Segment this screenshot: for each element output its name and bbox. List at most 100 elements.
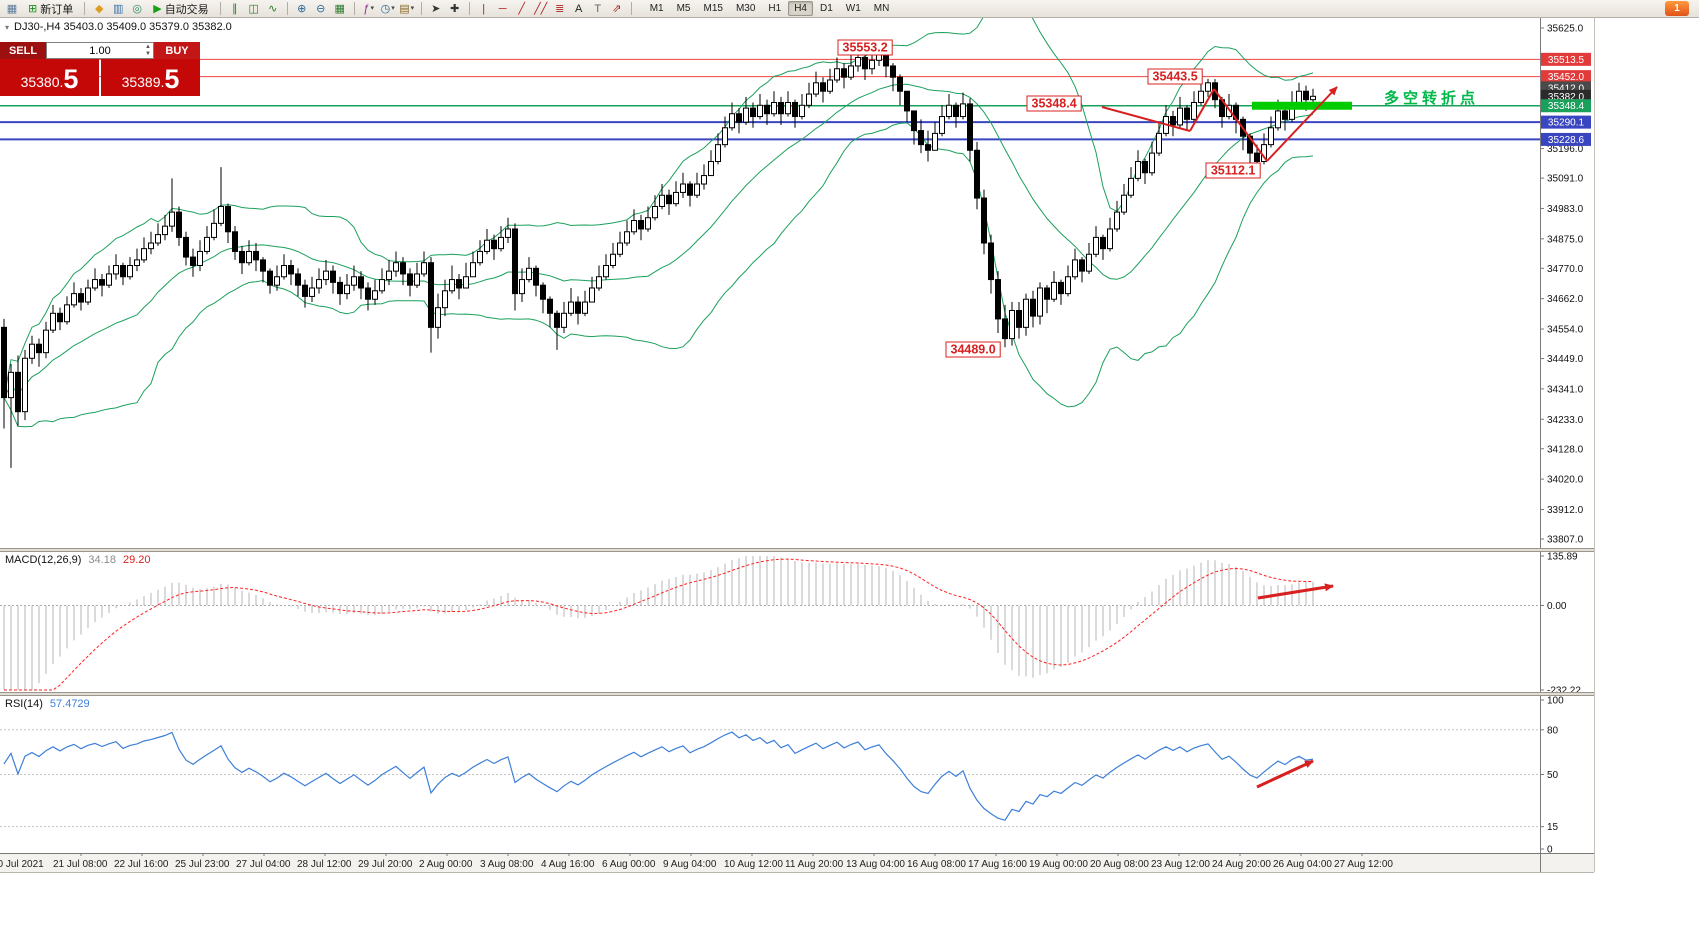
arrows-tool-icon[interactable]: ⇗ [608, 1, 626, 17]
auto-trading-button[interactable]: ▶ 自动交易 [147, 1, 214, 17]
templates-menu-icon[interactable]: ▤ ▾ [398, 1, 416, 17]
timeframe-d1-button[interactable]: D1 [820, 3, 833, 14]
navigator-icon: ◎ [132, 2, 143, 15]
trend-arrow-segment[interactable] [1266, 86, 1338, 162]
svg-text:19 Aug 00:00: 19 Aug 00:00 [1029, 859, 1088, 870]
time-axis-labels[interactable]: 20 Jul 2021 21 Jul 08:00 22 Jul 16:00 25 Ju… [0, 853, 1393, 870]
volume-spinner[interactable]: ▲ ▼ [145, 44, 151, 57]
price-axis[interactable]: 35625.0 35196.0 35091.0 34983.0 34875.0 34770… [1540, 24, 1591, 546]
notifications-icon[interactable]: 1 [1665, 1, 1689, 16]
price-callout-box-35443.5[interactable] [1147, 68, 1203, 85]
symbol-ohlc-text: DJ30-,H4 35403.0 35409.0 35379.0 35382.0 [14, 21, 232, 33]
templates-menu-icon: ▤ [399, 2, 410, 15]
vertical-line-tool-icon[interactable]: | [475, 1, 493, 17]
periods-menu-icon-caret: ▾ [391, 4, 395, 12]
price-callout-box-35553.2[interactable] [837, 39, 893, 56]
bollinger-middle-band [3, 83, 1314, 398]
chart-window-icon: ▦ [6, 2, 18, 15]
axis-price-box-35452.0 [1541, 70, 1591, 84]
trend-arrows[interactable] [1101, 86, 1338, 162]
axis-price-box-35348.4 [1541, 99, 1591, 113]
horizontal-line-tool-icon: ─ [498, 2, 507, 15]
new-order-button[interactable]: ⊞ 新订单 [22, 1, 79, 17]
sell-button[interactable]: SELL [0, 42, 46, 59]
svg-text:35290.1: 35290.1 [1548, 118, 1585, 129]
market-watch-icon[interactable]: ▥ [109, 1, 127, 17]
price-callout-box-34489.0[interactable] [945, 341, 1001, 358]
label-tool-icon[interactable]: T [589, 1, 607, 17]
buy-button[interactable]: BUY [154, 42, 200, 59]
macd-signal-value: 29.20 [122, 554, 151, 566]
volume-value: 1.00 [89, 44, 111, 57]
fibonacci-tool-icon[interactable]: ≣ [551, 1, 569, 17]
vertical-line-tool-icon: | [482, 2, 486, 15]
chart-ohlc-info: ▾ DJ30-,H4 35403.0 35409.0 35379.0 35382… [5, 21, 232, 33]
macd-axis: 135.89 0.00 -232.22 [1540, 552, 1581, 697]
periods-menu-icon[interactable]: ◷ ▾ [379, 1, 397, 17]
market-watch-icon: ▥ [113, 2, 124, 15]
panel-splitter[interactable] [0, 692, 1594, 696]
price-callout-text: 34489.0 [951, 343, 996, 357]
line-chart-type-icon[interactable]: ∿ [264, 1, 282, 17]
timeframe-h1-button[interactable]: H1 [768, 3, 782, 14]
auto-trading-button-label: 自动交易 [164, 3, 209, 16]
axis-price-box-35290.1 [1541, 115, 1591, 129]
cursor-icon[interactable]: ➤ [427, 1, 445, 17]
time-axis-strip[interactable] [0, 853, 1594, 872]
zoom-in-icon[interactable]: ⊕ [293, 1, 311, 17]
volume-input[interactable]: 1.00 ▲ ▼ [46, 42, 154, 59]
metaeditor-icon[interactable]: ◆ [90, 1, 108, 17]
chart-window-icon[interactable]: ▦ [3, 1, 21, 17]
timeframe-mn-button[interactable]: MN [873, 3, 890, 14]
timeframe-m1-button[interactable]: M1 [649, 3, 664, 14]
crosshair-icon[interactable]: ✚ [446, 1, 464, 17]
timeframe-m30-button[interactable]: M30 [735, 3, 756, 14]
rsi-arrow[interactable] [1256, 759, 1314, 789]
svg-text:29 Jul 20:00: 29 Jul 20:00 [358, 859, 413, 870]
periods-menu-icon: ◷ [380, 2, 391, 15]
price-callout-text: 35348.4 [1032, 97, 1077, 111]
sell-price-big-digit: 5 [63, 64, 79, 94]
new-order: ⊞ [28, 3, 38, 15]
channel-tool-icon[interactable]: ╱╱ [532, 1, 550, 17]
timeframe-m15-button[interactable]: M15 [703, 3, 723, 14]
bar-chart-type-icon[interactable]: ∥ [226, 1, 244, 17]
rsi-value: 57.4729 [49, 698, 90, 710]
trendline-tool-icon[interactable]: ╱ [513, 1, 531, 17]
zoom-out-icon[interactable]: ⊖ [312, 1, 330, 17]
sell-price-button[interactable]: 35380. 5 [0, 59, 99, 96]
panel-splitter[interactable] [0, 548, 1594, 552]
one-click-collapse-icon[interactable]: ▾ [5, 22, 10, 32]
tile-windows-icon[interactable]: ▦ [331, 1, 349, 17]
candlestick-chart-type-icon[interactable]: ◫ [245, 1, 263, 17]
horizontal-line-tool-icon[interactable]: ─ [494, 1, 512, 17]
candlestick-series [1, 48, 1316, 468]
one-click-trading-panel[interactable]: SELL 1.00 ▲ ▼ BUY 35380. 5 35389. 5 [0, 42, 200, 96]
turning-point-annotation[interactable]: 多空转折点 [1384, 89, 1479, 107]
macd-arrow[interactable] [1257, 583, 1334, 600]
bollinger-lower-band [3, 122, 1314, 428]
macd-name: MACD(12,26,9) [5, 554, 82, 566]
macd-main-value: 34.18 [88, 554, 116, 566]
svg-text:34233.0: 34233.0 [1547, 415, 1584, 426]
bollinger-bands [3, 18, 1314, 428]
timeframe-h4-button[interactable]: H4 [788, 1, 813, 16]
navigator-icon[interactable]: ◎ [128, 1, 146, 17]
svg-text:23 Aug 12:00: 23 Aug 12:00 [1151, 859, 1210, 870]
thick-green-trendline[interactable] [1252, 101, 1352, 110]
trend-arrow-segment[interactable] [1189, 88, 1215, 132]
timeframe-m5-button[interactable]: M5 [676, 3, 691, 14]
trend-arrow-segment[interactable] [1101, 106, 1191, 132]
svg-text:13 Aug 04:00: 13 Aug 04:00 [846, 859, 905, 870]
text-tool-icon[interactable]: A [570, 1, 588, 17]
indicators-menu-icon[interactable]: ƒ ▾ [360, 1, 378, 17]
buy-price-button[interactable]: 35389. 5 [101, 59, 200, 96]
timeframe-w1-button[interactable]: W1 [845, 3, 861, 14]
svg-text:35412.0: 35412.0 [1548, 83, 1585, 94]
svg-text:28 Jul 12:00: 28 Jul 12:00 [297, 859, 352, 870]
price-callout-box-35112.1[interactable] [1205, 162, 1261, 179]
trend-arrow-segment[interactable] [1213, 88, 1268, 162]
svg-text:24 Aug 20:00: 24 Aug 20:00 [1212, 859, 1271, 870]
price-callout-box-35348.4[interactable] [1026, 95, 1082, 112]
